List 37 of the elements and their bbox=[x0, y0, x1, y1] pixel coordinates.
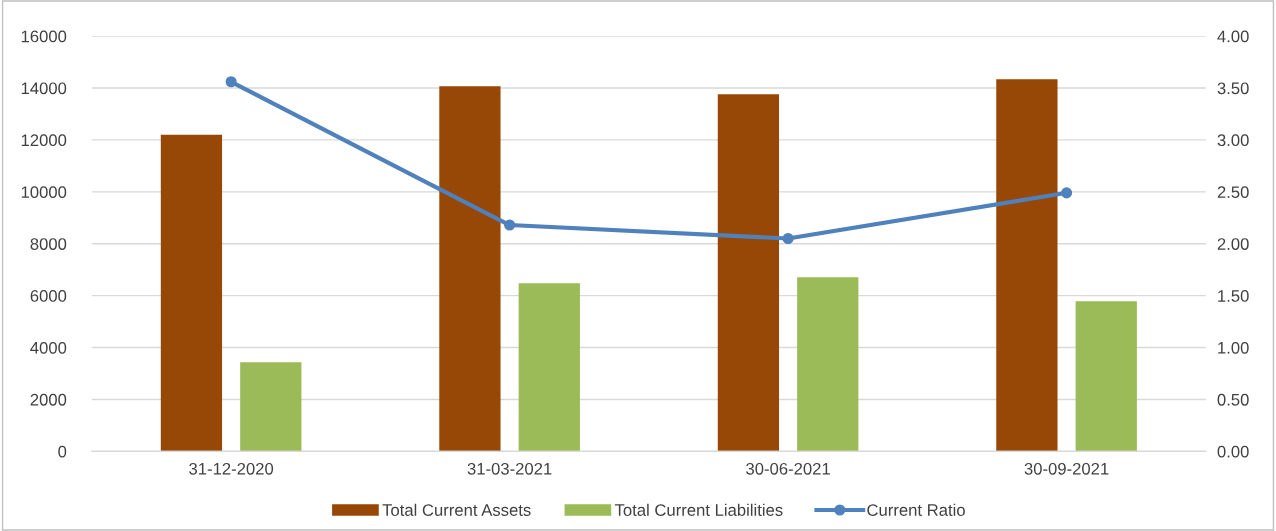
bar bbox=[1075, 301, 1137, 452]
y2-tick-label: 2.50 bbox=[1217, 186, 1249, 199]
y-tick-label: 14000 bbox=[21, 82, 67, 95]
bar bbox=[160, 134, 223, 452]
point bbox=[782, 232, 794, 245]
y2-tick-label: 1.00 bbox=[1218, 341, 1249, 354]
y2-tick-label: 0.00 bbox=[1217, 445, 1249, 458]
y2-tick-label: 3.00 bbox=[1217, 134, 1249, 147]
point bbox=[1061, 187, 1073, 199]
y-tick-label: 4000 bbox=[30, 341, 67, 354]
y-tick-label: 0 bbox=[58, 445, 67, 458]
point bbox=[504, 219, 516, 231]
y2-tick-label: 0.50 bbox=[1217, 393, 1249, 406]
bar bbox=[439, 86, 501, 452]
bar bbox=[797, 277, 859, 452]
y2-tick-label: 1.50 bbox=[1218, 290, 1249, 302]
point bbox=[225, 76, 237, 88]
y-tick-label: 12000 bbox=[21, 134, 67, 147]
x-tick-label: 30-06-2021 bbox=[746, 462, 830, 475]
x-tick-label: 31-03-2021 bbox=[467, 462, 552, 475]
y-tick-label: 16000 bbox=[21, 30, 67, 43]
y-tick-label: 8000 bbox=[30, 238, 67, 250]
x-tick-label: 31-12-2020 bbox=[189, 462, 274, 475]
bar bbox=[717, 94, 780, 452]
bar bbox=[518, 283, 580, 452]
legend-label: Total Current Liabilities bbox=[614, 503, 783, 516]
y2-tick-label: 4.00 bbox=[1217, 30, 1249, 43]
y-tick-label: 10000 bbox=[21, 186, 67, 199]
x-tick-label: 30-09-2021 bbox=[1024, 462, 1109, 475]
bar bbox=[996, 79, 1058, 452]
y2-tick-label: 3.50 bbox=[1217, 82, 1249, 95]
legend-label: Current Ratio bbox=[867, 503, 965, 516]
legend-label: Total Current Assets bbox=[382, 503, 531, 516]
y-tick-label: 2000 bbox=[30, 393, 67, 406]
y-tick-label: 6000 bbox=[30, 290, 67, 302]
y2-tick-label: 2.00 bbox=[1217, 238, 1249, 250]
bar bbox=[240, 362, 302, 452]
